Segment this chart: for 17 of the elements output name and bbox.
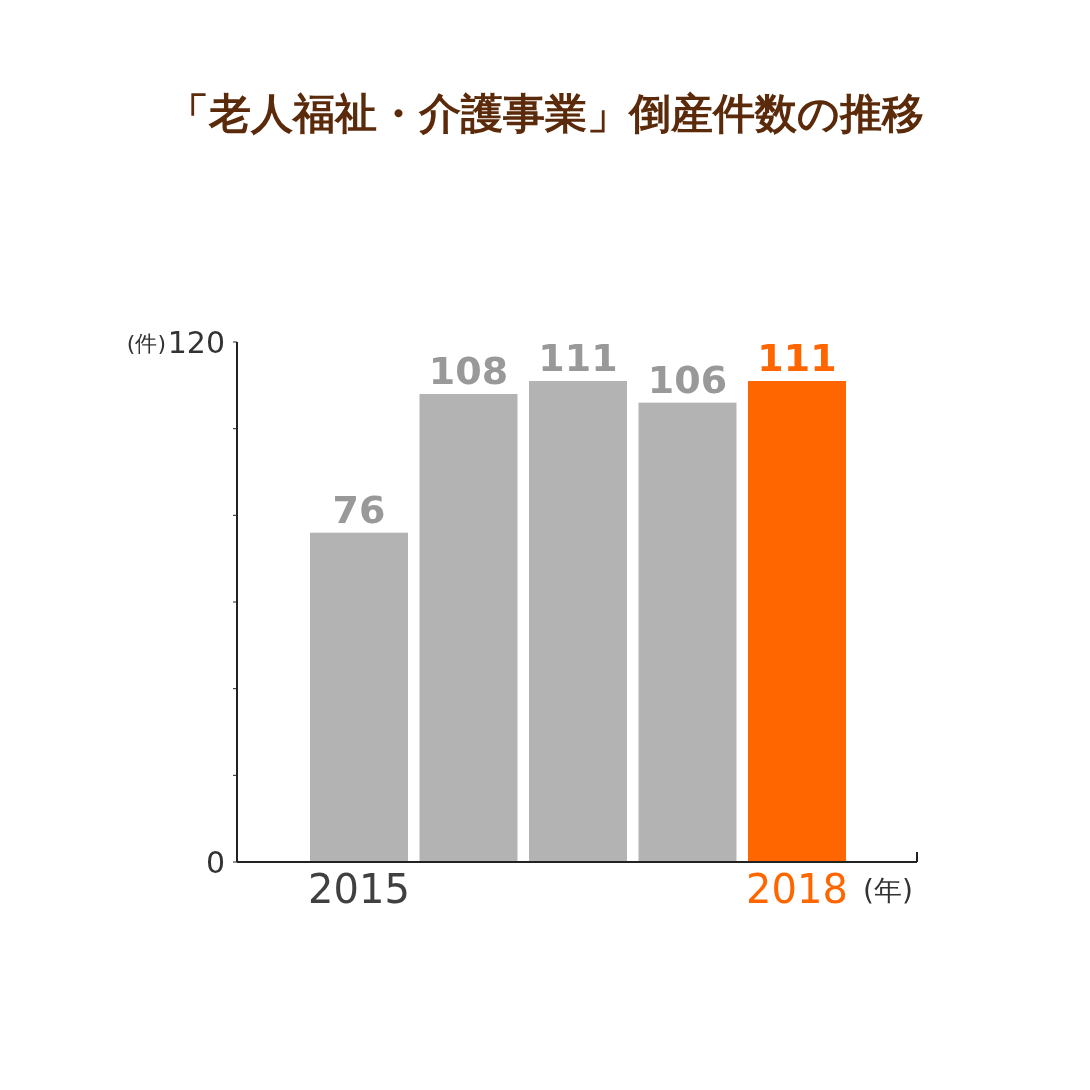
bar (748, 381, 846, 862)
data-label: 76 (332, 487, 386, 532)
x-tick-label: 2015 (308, 866, 410, 912)
data-label: 111 (538, 336, 618, 380)
bar (310, 532, 408, 862)
bar (638, 402, 737, 862)
x-axis-title: (年) (863, 874, 913, 907)
data-label: 106 (647, 357, 728, 402)
y-tick-label: 120 (167, 325, 225, 360)
bar (419, 394, 518, 862)
data-label: 108 (428, 349, 509, 393)
bar (529, 381, 627, 862)
data-label: 111 (757, 336, 837, 380)
chart-title: 「老人福祉・介護事業」倒産件数の推移 (166, 89, 924, 138)
y-tick-label: 0 (205, 845, 225, 880)
y-axis-title: (件) (126, 331, 166, 356)
x-tick-label: 2018 (746, 866, 848, 912)
